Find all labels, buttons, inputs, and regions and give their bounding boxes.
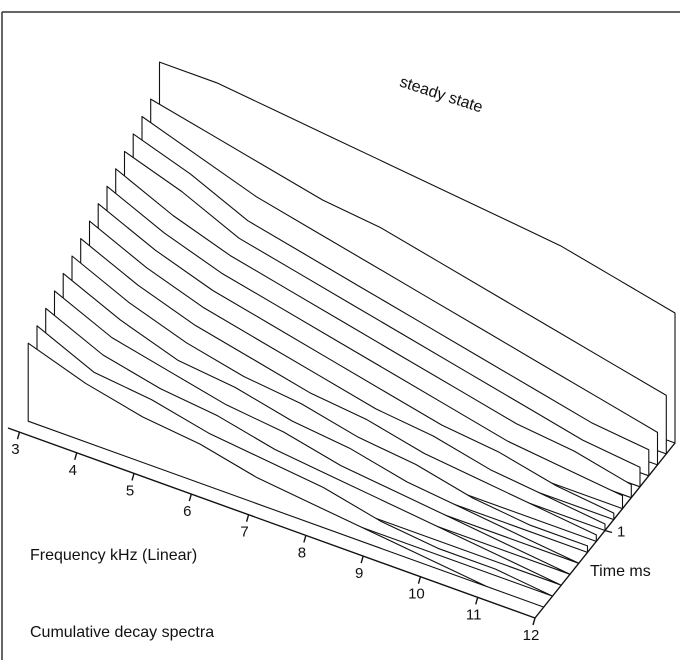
x-tick-label: 5	[126, 482, 134, 499]
z-tick	[605, 531, 612, 533]
z-tick-label: 1	[617, 523, 625, 540]
x-tick	[247, 515, 249, 522]
x-tick	[476, 597, 478, 604]
x-tick	[418, 577, 420, 584]
z-axis-label: Time ms	[590, 563, 651, 580]
x-tick	[189, 494, 191, 501]
x-tick-label: 10	[408, 586, 425, 603]
plot	[28, 62, 675, 607]
x-tick	[361, 556, 363, 563]
x-tick-label: 4	[69, 462, 77, 479]
x-tick-label: 9	[355, 565, 363, 582]
x-tick	[533, 618, 535, 625]
annotation: steady state	[397, 74, 484, 117]
x-tick	[17, 432, 19, 439]
x-axis-label: Frequency kHz (Linear)	[30, 547, 197, 564]
x-tick-label: 3	[11, 441, 19, 458]
chart-title: Cumulative decay spectra	[30, 624, 214, 641]
x-tick-label: 11	[466, 606, 482, 623]
x-tick-label: 12	[523, 627, 540, 644]
chart: Frequency kHz (Linear) Time ms Cumulativ…	[0, 0, 682, 660]
x-tick-label: 7	[240, 524, 248, 541]
x-tick-label: 6	[183, 503, 191, 520]
page: {"chart_data": {"type": "waterfall", "ti…	[0, 0, 682, 660]
x-tick	[304, 535, 306, 542]
x-tick	[75, 453, 77, 460]
x-tick-label: 8	[298, 544, 306, 561]
x-tick	[132, 473, 134, 480]
